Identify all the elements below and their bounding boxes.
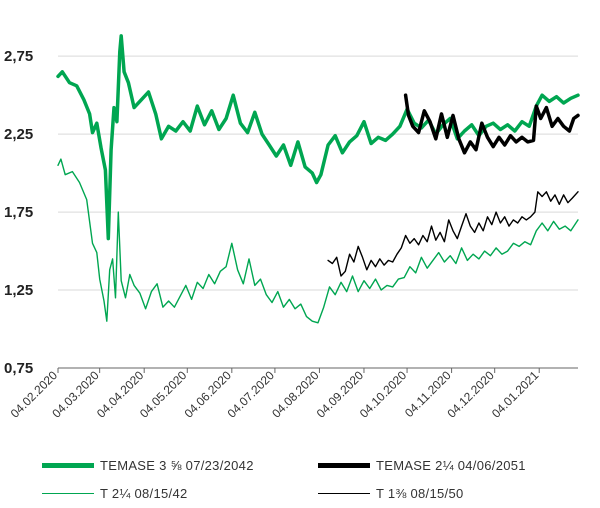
series-line-1 xyxy=(403,93,580,155)
legend-label: TEMASE 3 ⅝ 07/23/2042 xyxy=(100,458,254,473)
series-line-2 xyxy=(57,158,579,324)
gridlines xyxy=(58,55,578,291)
x-tick-label: 04.12.2020 xyxy=(444,368,497,421)
y-tick-label: 2,25 xyxy=(4,126,33,143)
legend-item-t-2050: T 1⅜ 08/15/50 xyxy=(318,486,464,501)
x-tick-label: 04.07.2020 xyxy=(225,368,278,421)
legend-item-temase-2042: TEMASE 3 ⅝ 07/23/2042 xyxy=(42,458,254,473)
legend-swatch xyxy=(42,493,94,494)
line-chart: 2,75 2,25 1,75 1,25 0,75 04.02.202004.03.202… xyxy=(4,34,580,421)
x-tick-label: 04.05.2020 xyxy=(137,368,190,421)
legend-swatch xyxy=(318,463,370,468)
legend-label: TEMASE 2¼ 04/06/2051 xyxy=(376,458,526,473)
chart-legend: TEMASE 3 ⅝ 07/23/2042 TEMASE 2¼ 04/06/20… xyxy=(0,448,600,508)
legend-label: T 1⅜ 08/15/50 xyxy=(376,486,464,501)
legend-item-temase-2051: TEMASE 2¼ 04/06/2051 xyxy=(318,458,526,473)
y-tick-label: 1,25 xyxy=(4,282,33,299)
legend-item-t-2042: T 2¼ 08/15/42 xyxy=(42,486,188,501)
x-tick-label: 04.10.2020 xyxy=(357,368,410,421)
axes xyxy=(57,367,578,373)
legend-swatch xyxy=(42,463,94,468)
x-tick-labels: 04.02.202004.03.202004.04.202004.05.2020… xyxy=(8,368,542,421)
legend-swatch xyxy=(318,493,370,494)
y-tick-labels: 2,75 2,25 1,75 1,25 0,75 xyxy=(4,48,33,377)
series-line-0 xyxy=(56,34,580,241)
series-lines xyxy=(56,34,580,324)
series-line-3 xyxy=(327,191,579,277)
x-tick-label: 04.01.2021 xyxy=(489,368,542,421)
y-tick-label: 1,75 xyxy=(4,204,33,221)
x-tick-label: 04.08.2020 xyxy=(269,368,322,421)
legend-label: T 2¼ 08/15/42 xyxy=(100,486,188,501)
y-tick-label: 0,75 xyxy=(4,360,33,377)
y-tick-label: 2,75 xyxy=(4,48,33,65)
